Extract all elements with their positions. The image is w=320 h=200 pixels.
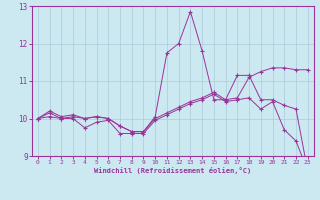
X-axis label: Windchill (Refroidissement éolien,°C): Windchill (Refroidissement éolien,°C) [94,167,252,174]
